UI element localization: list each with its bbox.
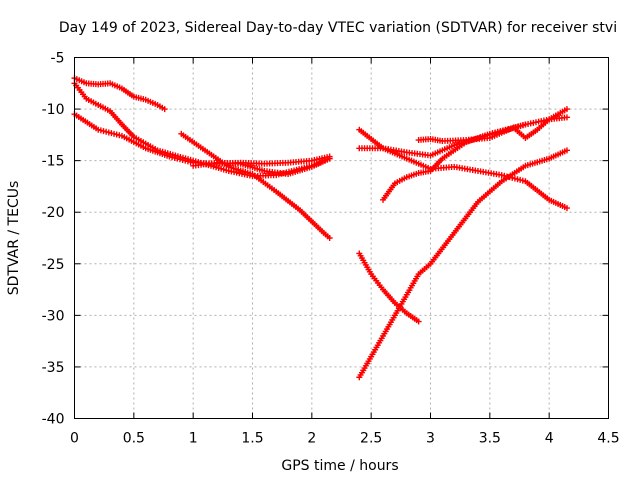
data-point — [161, 106, 168, 113]
x-tick-label: 4 — [545, 431, 554, 447]
data-point — [326, 235, 333, 241]
y-tick-labels: -40 -35 -30 -25 -20 -15 -10 -5 — [42, 51, 65, 428]
x-tick-label: 1 — [189, 431, 198, 447]
x-tick-label: 1.5 — [241, 431, 263, 447]
series-line — [74, 113, 330, 165]
series-track-4 — [178, 130, 333, 241]
grid — [74, 57, 609, 419]
x-tick-label: 3.5 — [479, 431, 501, 447]
data-point — [326, 155, 333, 162]
series-track-5 — [190, 155, 333, 178]
y-tick-label: -10 — [42, 102, 65, 118]
series-track-11 — [415, 114, 570, 145]
series-track-10 — [380, 121, 529, 203]
data-point — [522, 121, 529, 128]
chart-title: Day 149 of 2023, Sidereal Day-to-day VTE… — [59, 20, 617, 36]
series-track-7 — [356, 147, 570, 381]
x-tick-labels: 0 0.5 1 1.5 2 2.5 3 3.5 4 4.5 — [70, 431, 620, 447]
y-tick-label: -15 — [42, 154, 65, 170]
y-tick-label: -20 — [42, 205, 65, 221]
x-tick-label: 4.5 — [597, 431, 619, 447]
series-track-1 — [71, 75, 168, 113]
data-point — [563, 106, 570, 113]
y-tick-label: -40 — [42, 412, 65, 428]
data-point — [563, 147, 570, 154]
y-tick-label: -25 — [42, 257, 65, 273]
y-tick-label: -35 — [42, 360, 65, 376]
series-line — [382, 123, 526, 201]
data-point — [563, 114, 570, 121]
y-axis-label: SDTVAR / TECUs — [6, 181, 22, 296]
plot-border — [74, 57, 609, 419]
data-series — [71, 75, 570, 381]
x-tick-label: 2 — [307, 431, 316, 447]
data-point — [563, 205, 570, 212]
y-tick-label: -5 — [51, 51, 65, 67]
y-tick-label: -30 — [42, 308, 65, 324]
data-point — [415, 318, 422, 325]
x-tick-label: 3 — [426, 431, 435, 447]
x-axis-label: GPS time / hours — [281, 458, 398, 474]
x-tick-label: 0.5 — [123, 431, 145, 447]
x-tick-label: 2.5 — [360, 431, 382, 447]
series-track-3 — [71, 111, 333, 167]
x-tick-label: 0 — [70, 431, 79, 447]
axis-ticks — [74, 57, 609, 419]
